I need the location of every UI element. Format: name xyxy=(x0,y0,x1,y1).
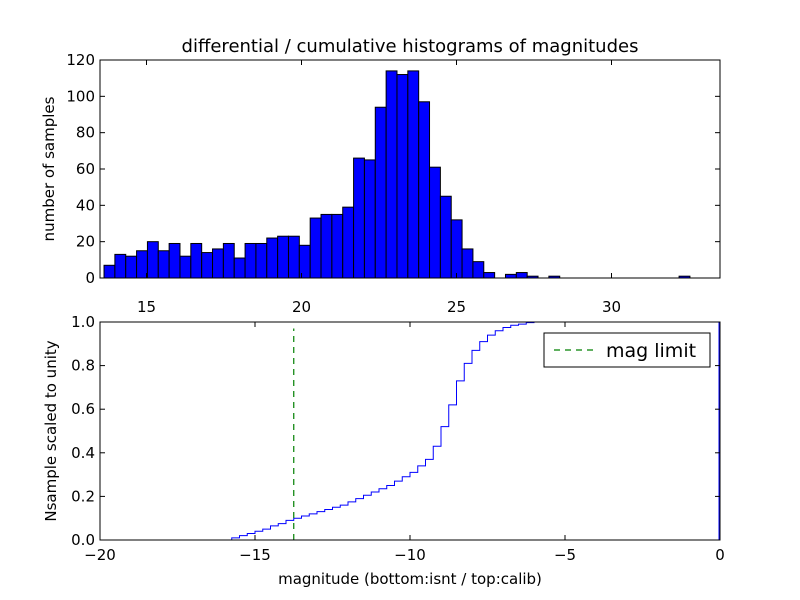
histogram-bar xyxy=(342,206,355,279)
histogram-bar xyxy=(244,242,257,279)
legend: mag limit xyxy=(543,332,711,368)
y-tick-label: 0.4 xyxy=(71,444,95,462)
x-tick-label: 15 xyxy=(137,298,156,316)
histogram-bar xyxy=(255,242,268,279)
cumulative-lines xyxy=(100,321,720,541)
y-tick-label: 0.0 xyxy=(71,531,95,549)
histogram-bars xyxy=(103,70,691,279)
x-tick-label: 25 xyxy=(447,298,466,316)
y-tick-label: 60 xyxy=(76,160,95,178)
histogram-bar xyxy=(472,261,485,279)
histogram-bar xyxy=(483,272,496,279)
histogram-bar xyxy=(103,264,116,279)
y-tick-label: 0 xyxy=(85,269,95,287)
cumulative-x-label: magnitude (bottom:isnt / top:calib) xyxy=(278,570,542,588)
y-tick-label: 80 xyxy=(76,124,95,142)
x-tick-label: −15 xyxy=(239,546,271,564)
y-tick-label: 1.0 xyxy=(71,313,95,331)
cumulative-step-line xyxy=(100,321,720,541)
histogram-bar xyxy=(233,257,246,279)
histogram-bar xyxy=(353,157,365,279)
histogram-bar xyxy=(320,213,333,279)
histogram-bar xyxy=(396,74,409,279)
histogram-bar xyxy=(146,241,159,279)
y-tick-label: 120 xyxy=(66,51,95,69)
cumulative-y-ticks: 0.0 0.2 0.4 0.6 0.8 1.0 xyxy=(71,313,720,549)
histogram-bar xyxy=(136,250,148,279)
histogram-bar xyxy=(515,272,528,279)
histogram-bar xyxy=(363,159,376,279)
histogram-bar xyxy=(418,101,431,279)
cumulative-y-label: Nsample scaled to unity xyxy=(42,340,60,521)
histogram-bar xyxy=(309,217,322,279)
histogram-bar xyxy=(190,242,203,279)
histogram-bar xyxy=(504,273,517,279)
cumulative-x-ticks: −20 −15 −10 −5 0 xyxy=(84,322,725,564)
histogram-bar xyxy=(168,242,181,279)
histogram-bar xyxy=(222,242,235,279)
x-tick-label: 20 xyxy=(292,298,311,316)
histogram-bar xyxy=(277,235,289,279)
x-tick-label: −5 xyxy=(554,546,576,564)
histogram-bar xyxy=(461,248,474,279)
y-tick-label: 0.2 xyxy=(71,487,95,505)
histogram-y-ticks: 0 20 40 60 80 100 120 xyxy=(66,51,720,287)
y-tick-label: 0.6 xyxy=(71,400,95,418)
histogram-x-ticks: 15 20 25 30 xyxy=(137,60,621,316)
histogram-bar xyxy=(125,255,138,279)
chart-title: differential / cumulative histograms of … xyxy=(182,36,639,57)
histogram-bar xyxy=(298,244,311,279)
histogram-bar xyxy=(157,250,170,279)
histogram-bar xyxy=(201,252,214,279)
x-tick-label: 0 xyxy=(715,546,725,564)
histogram-bar xyxy=(385,70,398,279)
histogram-bar xyxy=(407,70,420,279)
x-tick-label: −20 xyxy=(84,546,116,564)
histogram-y-label: number of samples xyxy=(40,96,58,241)
histogram-bar xyxy=(212,248,224,279)
x-tick-label: 30 xyxy=(602,298,621,316)
legend-box xyxy=(543,332,711,368)
histogram-bar xyxy=(439,195,452,279)
cumulative-panel: 0.0 0.2 0.4 0.6 0.8 1.0 −20 −15 −10 −5 0 magnitud… xyxy=(42,313,725,588)
x-tick-label: −10 xyxy=(394,546,426,564)
histogram-bar xyxy=(331,213,344,279)
legend-mag-limit-label: mag limit xyxy=(606,340,696,362)
histogram-bar xyxy=(179,255,192,279)
histogram-bar xyxy=(266,237,279,279)
y-tick-label: 40 xyxy=(76,196,95,214)
histogram-bar xyxy=(287,235,300,279)
histogram-bar xyxy=(450,219,463,279)
y-tick-label: 0.8 xyxy=(71,357,95,375)
y-tick-label: 20 xyxy=(76,233,95,251)
histogram-bar xyxy=(429,166,441,279)
histogram-bar xyxy=(374,106,387,279)
y-tick-label: 100 xyxy=(66,87,95,105)
histogram-bar xyxy=(114,253,127,279)
histogram-panel: differential / cumulative histograms of … xyxy=(40,36,721,316)
